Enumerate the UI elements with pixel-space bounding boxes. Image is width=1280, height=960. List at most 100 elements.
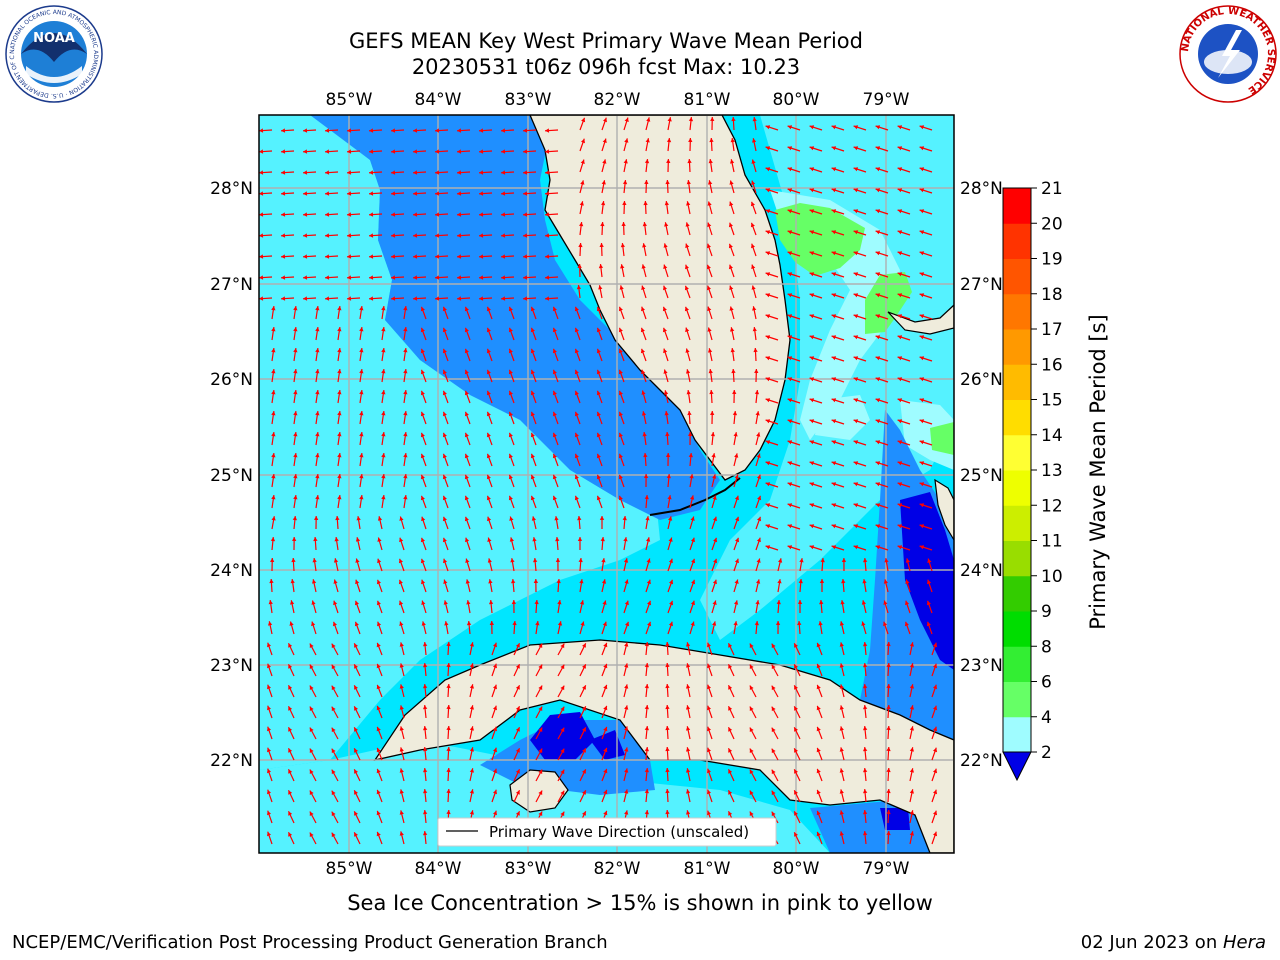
wave-arrow-head xyxy=(686,663,691,668)
wave-arrow-head xyxy=(686,810,691,815)
colorbar-tick-label: 11 xyxy=(1041,532,1063,552)
wave-arrow-head xyxy=(765,524,771,529)
wave-arrow-head xyxy=(816,705,821,711)
wave-arrow-head xyxy=(841,579,846,584)
wave-arrow-head xyxy=(853,272,859,277)
wave-arrow-head xyxy=(596,390,601,396)
wave-arrow-head xyxy=(863,642,868,647)
wave-arrow-head xyxy=(688,432,693,436)
wave-arrow-head xyxy=(331,643,336,649)
wave-arrow-head xyxy=(771,727,776,733)
wave-arrow-head xyxy=(665,642,670,647)
wave-arrow-head xyxy=(515,664,520,669)
florida-keys xyxy=(649,477,741,516)
wave-arrow-head xyxy=(443,579,448,584)
wave-arrow-head xyxy=(487,516,492,522)
colorbar-segment xyxy=(1003,434,1031,471)
wave-arrow-head xyxy=(271,348,276,353)
wave-arrow-head xyxy=(552,327,557,333)
wave-arrow-head xyxy=(413,128,418,133)
wave-arrow-head xyxy=(853,461,859,466)
wave-arrow-head xyxy=(690,516,695,521)
wave-arrow-head xyxy=(309,832,314,837)
wave-arrow-head xyxy=(809,524,815,529)
wave-arrow-head xyxy=(259,212,264,217)
wave-arrow-head xyxy=(444,621,449,626)
wave-arrow-head xyxy=(337,327,342,332)
wave-arrow-head xyxy=(442,474,447,480)
wave-arrow-head xyxy=(863,747,868,752)
wave-arrow-head xyxy=(501,149,506,154)
wave-arrow-head xyxy=(347,170,352,175)
wave-arrow-head xyxy=(707,663,711,669)
wave-arrow-head xyxy=(403,453,408,458)
wave-arrow-head xyxy=(435,212,440,217)
wave-arrow-head xyxy=(403,495,408,500)
wave-arrow-head xyxy=(640,348,645,354)
wave-arrow-head xyxy=(663,264,668,269)
wave-arrow-head xyxy=(839,642,844,647)
wave-arrow-head xyxy=(831,482,837,487)
wave-arrow-head xyxy=(875,335,881,340)
wave-arrow-head xyxy=(446,663,451,668)
wave-arrow-head xyxy=(919,482,925,487)
wave-arrow-head xyxy=(809,293,815,298)
wave-arrow-head xyxy=(927,558,932,563)
wave-arrow-head xyxy=(732,390,737,394)
wave-arrow-head xyxy=(381,390,386,395)
wave-arrow-head xyxy=(259,170,264,175)
wave-arrow-head xyxy=(863,831,868,836)
wave-arrow-head xyxy=(303,233,308,238)
wave-arrow-head xyxy=(618,348,623,354)
wave-arrow-head xyxy=(545,191,550,196)
wave-arrow-head xyxy=(271,495,276,500)
wave-arrow-head xyxy=(333,558,339,563)
wave-arrow-head xyxy=(309,685,314,690)
wave-arrow-head xyxy=(831,461,837,466)
wave-arrow-head xyxy=(667,117,672,122)
wave-arrow-head xyxy=(809,188,815,193)
wave-arrow-head xyxy=(734,495,739,501)
wave-arrow-head xyxy=(897,545,903,550)
lon-label-bottom: 80°W xyxy=(773,859,820,879)
wave-arrow-head xyxy=(706,285,711,291)
wave-arrow-head xyxy=(457,128,462,133)
wave-arrow-head xyxy=(644,495,649,500)
wave-arrow-head xyxy=(303,212,308,217)
wave-arrow-head xyxy=(816,747,821,753)
wave-arrow-head xyxy=(435,128,440,133)
wave-arrow-head xyxy=(794,832,798,837)
wave-arrow-head xyxy=(309,643,314,648)
wave-arrow-head xyxy=(376,726,381,732)
wave-arrow-head xyxy=(457,275,462,280)
wave-arrow-head xyxy=(685,222,690,227)
wave-arrow-head xyxy=(794,685,798,690)
wave-arrow-head xyxy=(391,212,396,217)
wave-arrow-head xyxy=(442,390,447,396)
wave-arrow-head xyxy=(560,685,565,691)
wave-arrow-head xyxy=(512,621,517,626)
wave-arrow-head xyxy=(469,768,474,773)
wave-arrow-head xyxy=(464,516,469,522)
wave-arrow-head xyxy=(332,621,337,627)
wave-arrow-head xyxy=(487,558,492,563)
wave-arrow-head xyxy=(420,390,425,396)
wave-arrow-head xyxy=(839,663,844,668)
wave-arrow-head xyxy=(905,579,910,584)
wave-arrow-head xyxy=(787,335,793,340)
wave-arrow-head xyxy=(831,209,837,214)
wave-arrow-head xyxy=(831,188,837,193)
wave-arrow-head xyxy=(919,188,925,193)
wave-arrow-head xyxy=(603,663,608,669)
wave-arrow-head xyxy=(765,398,771,403)
wave-arrow-head xyxy=(644,768,649,773)
wave-arrow-head xyxy=(734,600,739,605)
wave-arrow-head xyxy=(853,335,859,340)
wave-arrow-head xyxy=(641,285,646,290)
colorbar-segment xyxy=(1003,364,1031,400)
wave-arrow-head xyxy=(314,516,319,520)
wave-arrow-head xyxy=(691,558,696,564)
wave-arrow-head xyxy=(532,537,537,542)
wave-arrow-head xyxy=(579,579,584,584)
wave-arrow-head xyxy=(381,453,386,458)
